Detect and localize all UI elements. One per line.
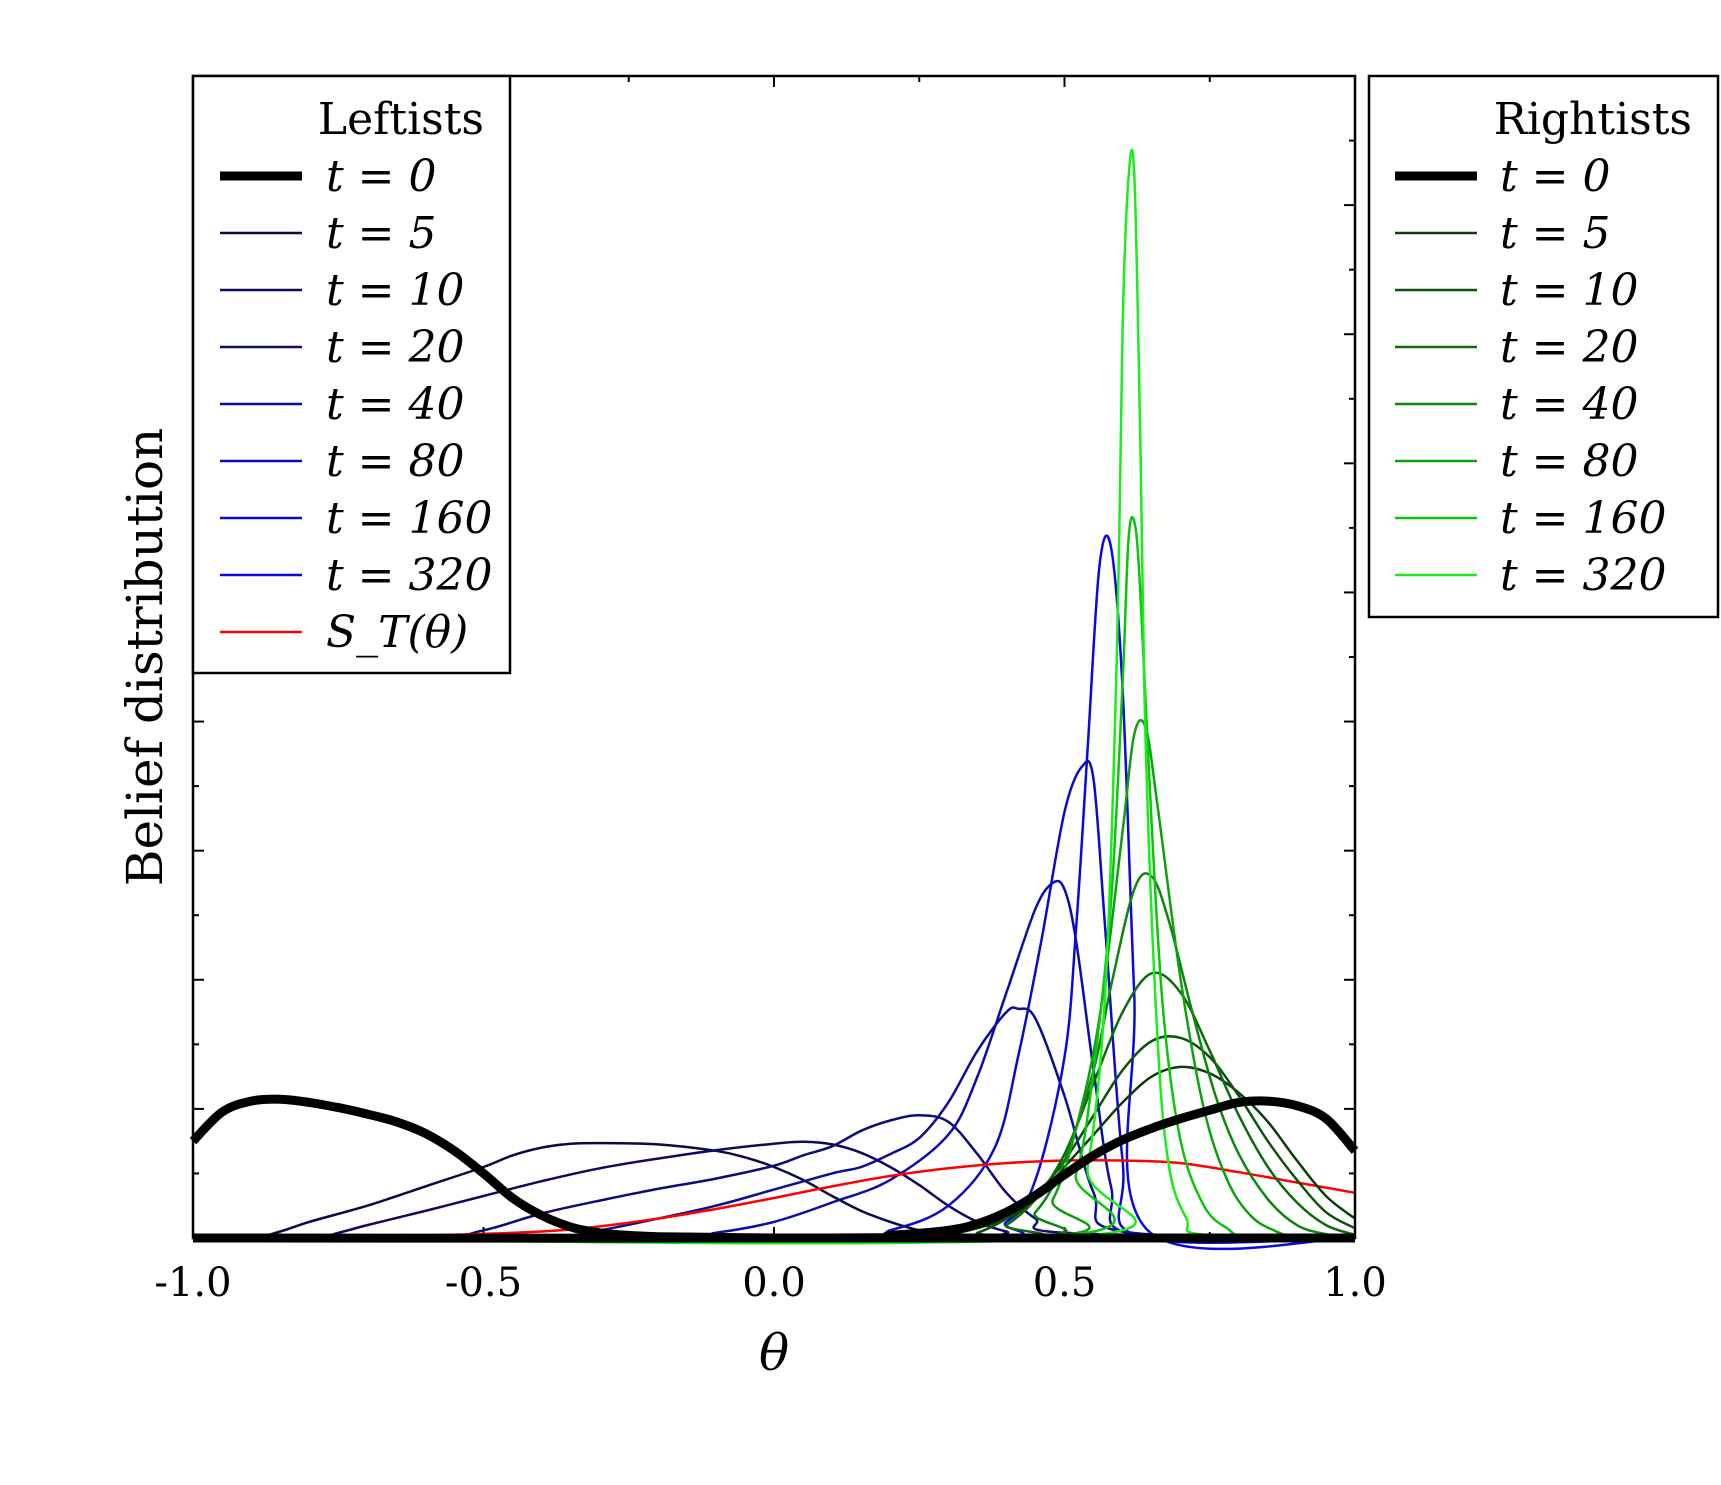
x-tick-label-0: -1.0 — [154, 1260, 231, 1306]
x-tick-label-3: 0.5 — [1033, 1260, 1097, 1306]
legend-rightists-label-5: t = 80 — [1500, 436, 1639, 487]
x-axis-title: θ — [759, 1324, 789, 1382]
legend-rightists-label-0: t = 0 — [1500, 151, 1611, 202]
legend-rightists: Rightists t = 0 t = 5 t = 10 t = 20 t = 40 t … — [1367, 74, 1720, 619]
legend-leftists-title: Leftists — [318, 94, 484, 145]
series-line-r160 — [192, 515, 1356, 1245]
legend-leftists-label-0: t = 0 — [326, 151, 437, 202]
legend-rightists-label-2: t = 10 — [1500, 265, 1639, 316]
legend-rightists-label-3: t = 20 — [1500, 322, 1639, 373]
series-line-l20 — [192, 1114, 1356, 1240]
y-axis-title: Belief distribution — [116, 428, 174, 887]
legend-leftists-label-7: t = 320 — [326, 550, 493, 601]
legend-rightists-label-6: t = 160 — [1500, 493, 1667, 544]
legend-rightists-label-1: t = 5 — [1500, 208, 1611, 259]
legend-rightists-label-4: t = 40 — [1500, 379, 1639, 430]
x-tick-label-4: 1.0 — [1323, 1260, 1387, 1306]
legend-leftists-label-6: t = 160 — [326, 493, 493, 544]
x-tick-label-2: 0.0 — [742, 1260, 806, 1306]
legend-leftists-label-2: t = 10 — [326, 265, 465, 316]
x-tick-labels: -1.0 -0.5 0.0 0.5 1.0 — [154, 1260, 1386, 1306]
legend-leftists-label-4: t = 40 — [326, 379, 465, 430]
x-tick-label-1: -0.5 — [445, 1260, 522, 1306]
series-line-l10 — [192, 1140, 1356, 1240]
legend-rightists-title: Rightists — [1494, 94, 1692, 145]
legend-leftists-label-8: S_T(θ) — [326, 607, 468, 658]
legend-leftists-label-1: t = 5 — [326, 208, 437, 259]
legend-leftists-label-5: t = 80 — [326, 436, 465, 487]
legend-leftists: Leftists t = 0 t = 5 t = 10 t = 20 t = 40 t =… — [191, 74, 512, 675]
legend-rightists-label-7: t = 320 — [1500, 550, 1667, 601]
legend-leftists-label-3: t = 20 — [326, 322, 465, 373]
